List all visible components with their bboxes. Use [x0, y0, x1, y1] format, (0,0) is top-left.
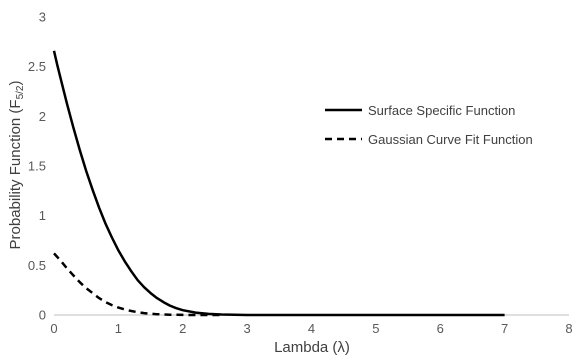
x-tick-label: 4 [308, 321, 315, 336]
x-tick-label: 1 [115, 321, 122, 336]
y-tick-label: 3 [39, 10, 46, 25]
y-tick-label: 2.5 [28, 59, 46, 74]
series-layer [52, 50, 505, 317]
y-tick-label: 0 [39, 308, 46, 323]
y-axis-title-main: Probability Function (F [7, 99, 24, 249]
x-tick-label: 2 [179, 321, 186, 336]
y-axis-title-end: ) [7, 81, 24, 86]
y-tick-label: 0.5 [28, 258, 46, 273]
x-tick-label: 0 [50, 321, 57, 336]
legend-label-surface-specific: Surface Specific Function [368, 103, 515, 118]
x-tick-label: 8 [565, 321, 572, 336]
y-tick-labels: 0 0.5 1 1.5 2 2.5 3 [28, 10, 46, 323]
y-tick-label: 2 [39, 109, 46, 124]
series-line-surface-specific [52, 50, 505, 317]
x-tick-labels: 0 1 2 3 4 5 6 7 8 [50, 321, 572, 336]
y-axis-title-subscript: 5/2 [15, 85, 26, 99]
series-line-gaussian-fit [53, 252, 222, 317]
legend: Surface Specific Function Gaussian Curve… [325, 103, 533, 147]
x-tick-label: 3 [244, 321, 251, 336]
x-tick-label: 5 [372, 321, 379, 336]
y-tick-label: 1 [39, 208, 46, 223]
y-tick-label: 1.5 [28, 159, 46, 174]
legend-label-gaussian-fit: Gaussian Curve Fit Function [368, 132, 533, 147]
x-tick-label: 7 [501, 321, 508, 336]
y-axis-title: Probability Function (F5/2) [7, 81, 26, 250]
x-axis-title: Lambda (λ) [274, 339, 350, 356]
x-tick-label: 6 [437, 321, 444, 336]
